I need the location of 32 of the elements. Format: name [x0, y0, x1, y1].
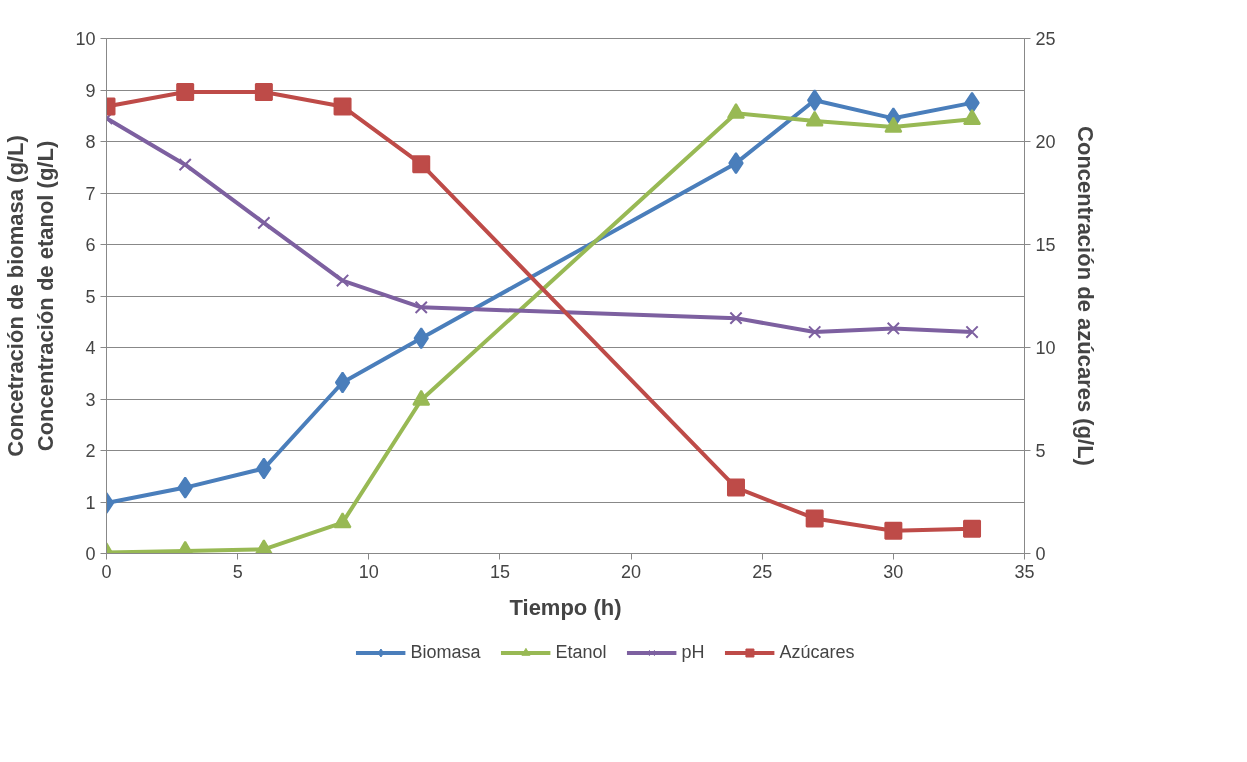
y2-tick-label: 25: [1035, 29, 1056, 49]
y-tick-label: 10: [75, 29, 96, 49]
y2-tick-label: 0: [1035, 544, 1046, 564]
y2-axis-title: Concentración de azúcares (g/L): [1072, 126, 1098, 466]
y2-tick-label: 5: [1035, 441, 1046, 461]
y2-tick-label: 15: [1035, 235, 1056, 255]
y2-tick-label: 20: [1035, 132, 1056, 152]
x-tick-label: 10: [358, 561, 379, 582]
legend-label: Etanol: [555, 641, 607, 663]
y-axis-title: Concetración de biomasa (g/L) Concentración de etanol (g/L): [3, 135, 59, 457]
legend-label: pH: [681, 641, 705, 663]
x-tick-label: 15: [489, 561, 510, 582]
x-tick-label: 5: [232, 561, 243, 582]
x-tick-label: 30: [883, 561, 904, 582]
y-tick-label: 5: [85, 286, 96, 307]
y-tick-label: 7: [85, 183, 96, 204]
y-tick-label: 0: [85, 544, 96, 564]
x-tick-label: 25: [752, 561, 773, 582]
x-tick-label: 35: [1014, 561, 1035, 582]
legend-label: Azúcares: [779, 641, 855, 663]
x-axis-title: Tiempo (h): [509, 594, 622, 620]
y2-tick-label: 10: [1035, 338, 1056, 358]
y-tick-label: 9: [85, 80, 96, 101]
y-tick-label: 8: [85, 132, 96, 152]
x-tick-label: 20: [621, 561, 642, 582]
y-tick-label: 3: [85, 389, 96, 410]
legend-label: Biomasa: [410, 641, 481, 663]
y-tick-label: 4: [85, 338, 96, 358]
y-tick-label: 1: [85, 492, 96, 513]
y-tick-label: 2: [85, 441, 96, 461]
x-tick-label: 0: [101, 561, 112, 582]
y-tick-label: 6: [85, 235, 96, 255]
